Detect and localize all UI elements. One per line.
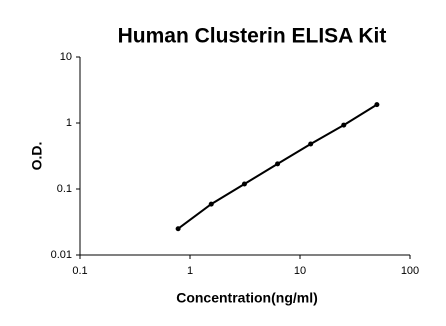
x-tick-label: 100 bbox=[401, 265, 419, 277]
x-tick-label: 1 bbox=[187, 265, 193, 277]
data-point bbox=[308, 141, 314, 147]
data-point bbox=[208, 201, 214, 207]
data-point bbox=[175, 226, 181, 232]
y-tick-label: 0.01 bbox=[51, 249, 72, 261]
data-point bbox=[275, 161, 281, 167]
x-tick-label: 10 bbox=[294, 265, 306, 277]
data-point bbox=[341, 122, 347, 128]
data-point bbox=[374, 102, 380, 108]
data-point bbox=[241, 181, 247, 187]
y-tick-label: 10 bbox=[60, 51, 72, 63]
chart-title: Human Clusterin ELISA Kit bbox=[118, 25, 387, 48]
y-tick-label: 0.1 bbox=[57, 183, 72, 195]
x-tick-label: 0.1 bbox=[72, 265, 87, 277]
y-axis-label: O.D. bbox=[29, 142, 45, 171]
x-axis-label: Concentration(ng/ml) bbox=[176, 290, 318, 306]
y-tick-label: 1 bbox=[66, 117, 72, 129]
fit-line bbox=[177, 103, 378, 230]
